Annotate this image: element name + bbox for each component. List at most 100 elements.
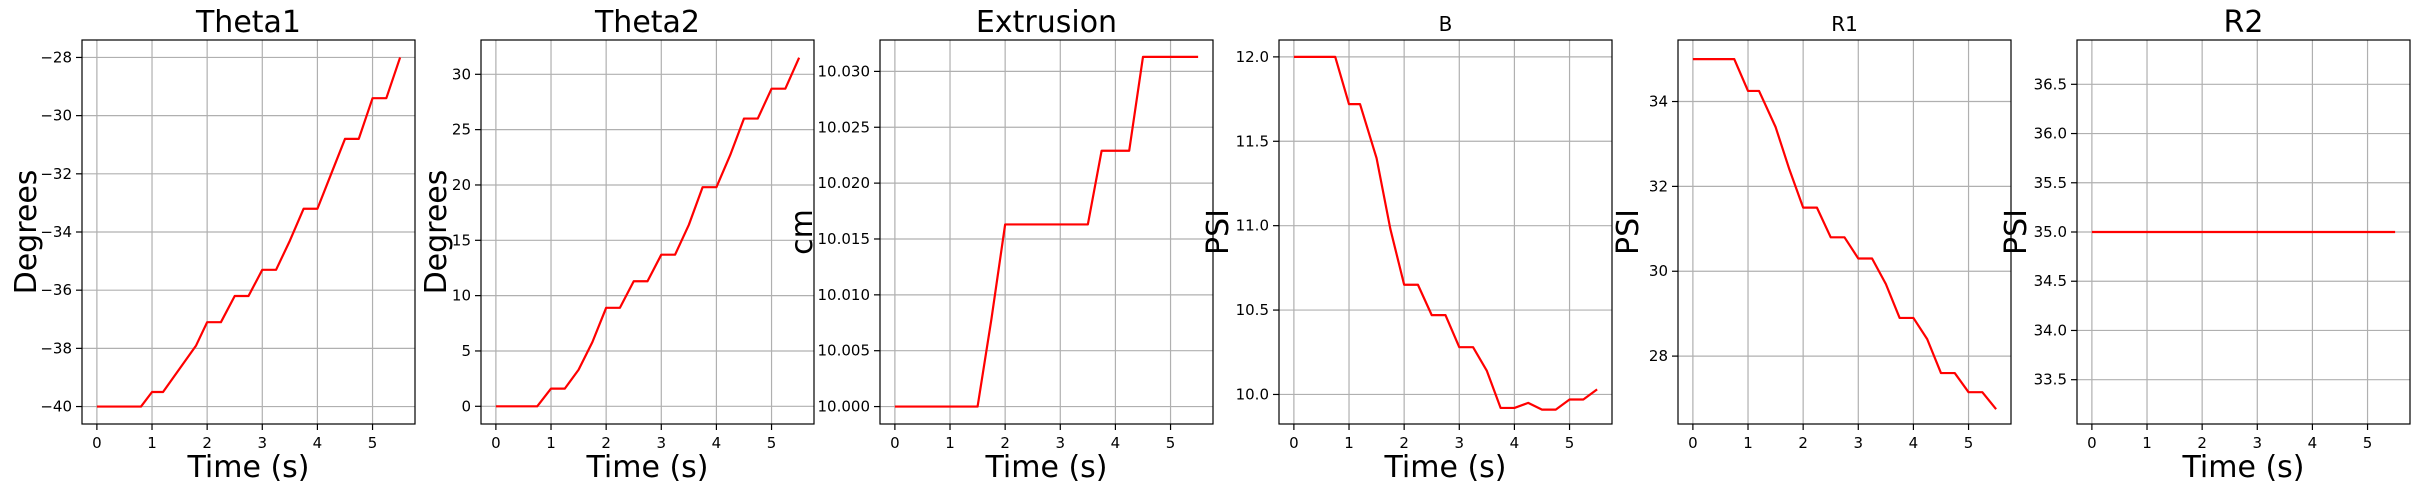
y-tick-label: −32 xyxy=(40,165,72,183)
chart-title: Theta1 xyxy=(195,5,301,40)
y-tick-label: 10.000 xyxy=(818,398,871,416)
chart-title: Theta2 xyxy=(594,5,700,40)
y-tick-label: 10.030 xyxy=(818,62,871,80)
x-tick-label: 0 xyxy=(1688,434,1698,452)
y-tick-label: 32 xyxy=(1649,177,1668,195)
x-tick-label: 4 xyxy=(1111,434,1121,452)
y-tick-label: 15 xyxy=(452,231,471,249)
x-axis-label: Time (s) xyxy=(1384,450,1507,485)
y-tick-label: 36.0 xyxy=(2034,125,2067,143)
x-tick-label: 2 xyxy=(202,434,212,452)
x-tick-label: 5 xyxy=(1166,434,1176,452)
y-tick-label: 34 xyxy=(1649,93,1668,111)
y-tick-label: 28 xyxy=(1649,347,1668,365)
x-tick-label: 0 xyxy=(491,434,501,452)
x-tick-label: 0 xyxy=(890,434,900,452)
x-tick-label: 5 xyxy=(368,434,378,452)
x-axis-label: Time (s) xyxy=(586,450,709,485)
y-tick-label: 35.0 xyxy=(2034,223,2067,241)
chart-title: R2 xyxy=(2224,5,2264,40)
y-tick-label: −30 xyxy=(40,107,72,125)
series-line xyxy=(894,55,1199,408)
chart-panel-3: 0 1 2 3 4 5 10.000 10.005 10.010 10.015 10.020 10.0… xyxy=(785,5,1214,485)
x-tick-label: 3 xyxy=(1056,434,1066,452)
plot-frame xyxy=(879,39,1214,425)
x-tick-label: 1 xyxy=(1743,434,1753,452)
y-tick-label: 0 xyxy=(461,397,471,415)
y-tick-label: 25 xyxy=(452,121,471,139)
x-tick-label: 5 xyxy=(1964,434,1974,452)
x-tick-label: 3 xyxy=(657,434,667,452)
plot-frame xyxy=(1278,39,1613,425)
x-tick-label: 1 xyxy=(546,434,556,452)
x-tick-label: 2 xyxy=(601,434,611,452)
plot-frame xyxy=(480,39,815,425)
y-tick-label: 11.5 xyxy=(1236,132,1269,150)
x-tick-label: 1 xyxy=(945,434,955,452)
x-axis-label: Time (s) xyxy=(2182,450,2305,485)
x-tick-label: 4 xyxy=(712,434,722,452)
plot-frame xyxy=(1677,39,2012,425)
y-axis-label: Degrees xyxy=(9,170,44,295)
y-tick-label: 12.0 xyxy=(1236,48,1269,66)
y-tick-label: 5 xyxy=(461,342,471,360)
chart-panel-4: 0 1 2 3 4 5 10.0 10.5 11.0 11.5 12.0 B Time (s) PSI xyxy=(1201,12,1613,485)
series-line xyxy=(96,57,402,408)
y-tick-label: 10.0 xyxy=(1236,385,1269,403)
x-tick-label: 1 xyxy=(1344,434,1354,452)
series-line xyxy=(495,57,801,408)
y-tick-label: 10.020 xyxy=(818,174,871,192)
y-tick-label: 34.0 xyxy=(2034,321,2067,339)
x-tick-label: 5 xyxy=(767,434,777,452)
x-tick-label: 3 xyxy=(2253,434,2263,452)
series-line xyxy=(1293,55,1598,411)
y-axis-label: cm xyxy=(785,209,820,255)
y-tick-label: 11.0 xyxy=(1236,217,1269,235)
y-tick-label: 35.5 xyxy=(2034,174,2067,192)
y-tick-label: −40 xyxy=(40,398,72,416)
y-tick-label: 10.010 xyxy=(818,286,871,304)
x-tick-label: 5 xyxy=(1565,434,1575,452)
x-tick-label: 4 xyxy=(1909,434,1919,452)
x-tick-label: 2 xyxy=(1399,434,1409,452)
x-tick-label: 4 xyxy=(2308,434,2318,452)
y-tick-label: 10.015 xyxy=(818,230,871,248)
x-tick-label: 2 xyxy=(2197,434,2207,452)
chart-title: B xyxy=(1439,12,1453,36)
x-tick-label: 1 xyxy=(147,434,157,452)
series-line xyxy=(1692,57,1997,410)
y-axis-label: Degrees xyxy=(419,170,454,295)
x-tick-label: 4 xyxy=(313,434,323,452)
chart-title: R1 xyxy=(1831,12,1858,36)
chart-title: Extrusion xyxy=(976,5,1117,40)
y-tick-label: 33.5 xyxy=(2034,371,2067,389)
y-tick-label: 10 xyxy=(452,287,471,305)
y-tick-label: 20 xyxy=(452,176,471,194)
y-tick-label: 30 xyxy=(452,65,471,83)
y-tick-label: −36 xyxy=(40,281,72,299)
y-tick-label: 10.025 xyxy=(818,118,871,136)
x-tick-label: 0 xyxy=(92,434,102,452)
y-axis-label: PSI xyxy=(1611,209,1646,255)
chart-panel-6: 0 1 2 3 4 5 33.5 34.0 34.5 35.0 35.5 36.0 36.5 R2 Time… xyxy=(1999,5,2411,485)
x-axis-label: Time (s) xyxy=(985,450,1108,485)
y-axis-label: PSI xyxy=(1201,209,1236,255)
y-tick-label: 10.005 xyxy=(818,342,871,360)
y-tick-label: −38 xyxy=(40,339,72,357)
y-tick-label: 10.5 xyxy=(1236,301,1269,319)
chart-panel-2: 0 1 2 3 4 5 0 5 10 15 20 25 30 Theta2 Time (s) Degrees xyxy=(419,5,815,485)
x-tick-label: 2 xyxy=(1798,434,1808,452)
x-tick-label: 3 xyxy=(1854,434,1864,452)
x-tick-label: 1 xyxy=(2142,434,2152,452)
x-tick-label: 2 xyxy=(1000,434,1010,452)
y-axis-label: PSI xyxy=(1999,209,2034,255)
x-tick-label: 3 xyxy=(258,434,268,452)
y-tick-label: 30 xyxy=(1649,262,1668,280)
x-tick-label: 3 xyxy=(1455,434,1465,452)
y-tick-label: 34.5 xyxy=(2034,272,2067,290)
y-tick-label: 36.5 xyxy=(2034,75,2067,93)
chart-panel-1: 0 1 2 3 4 5 −40 −38 −36 −34 −32 −30 −28 Theta1 Time (s… xyxy=(9,5,416,485)
x-tick-label: 0 xyxy=(2087,434,2097,452)
